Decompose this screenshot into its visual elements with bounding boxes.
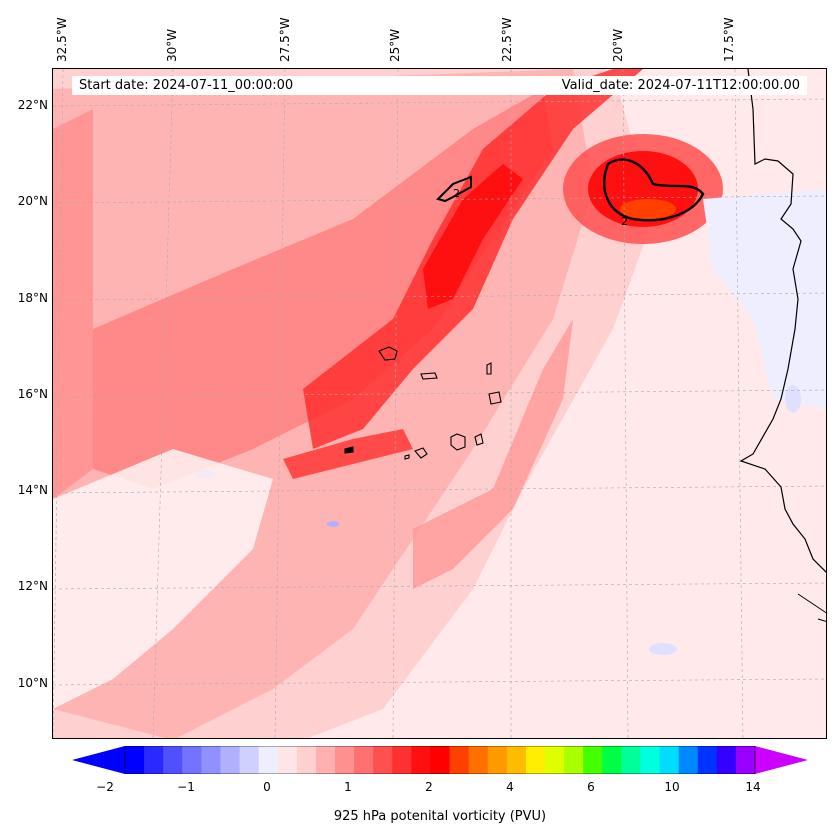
colorbar-extend-high	[755, 746, 808, 774]
colorbar-segment	[144, 746, 164, 774]
colorbar-segment	[220, 746, 241, 774]
colorbar-segment	[506, 746, 527, 774]
colorbar-tick-minus2: −2	[96, 780, 114, 794]
colorbar-tick-4: 4	[506, 780, 514, 794]
colorbar-segment	[430, 746, 451, 774]
lat-label-10n: 10°N	[17, 676, 48, 690]
colorbar-segment	[125, 746, 145, 774]
field-deep-red-core	[423, 164, 523, 309]
colorbar-segment	[525, 746, 546, 774]
colorbar-tick-minus1: −1	[177, 780, 195, 794]
lon-label-20w: 20°W	[611, 28, 625, 62]
colorbar-tick-0: 0	[263, 780, 271, 794]
lon-label-27.5w: 27.5°W	[278, 17, 292, 62]
colorbar-segment	[545, 746, 565, 774]
lat-label-12n: 12°N	[17, 579, 48, 593]
lon-label-22.5w: 22.5°W	[500, 17, 514, 62]
colorbar-segment	[315, 746, 336, 774]
colorbar-segment	[697, 746, 718, 774]
lon-label-30w: 30°W	[165, 28, 179, 62]
colorbar-segment	[602, 746, 622, 774]
colorbar-segment	[239, 746, 260, 774]
valid-date-text: Valid_date: 2024-07-11T12:00:00.00	[561, 78, 800, 93]
colorbar-segment	[335, 746, 355, 774]
coast-detail	[797, 593, 826, 622]
colorbar-segment	[449, 746, 470, 774]
lat-label-22n: 22°N	[17, 98, 48, 112]
colorbar-segment	[716, 746, 737, 774]
colorbar-segment	[258, 746, 279, 774]
colorbar-segment	[277, 746, 298, 774]
colorbar-segment	[468, 746, 489, 774]
pv-contour-streak	[436, 175, 472, 203]
colorbar-segment	[735, 746, 756, 774]
graticule	[53, 69, 826, 738]
colorbar-segment	[392, 746, 412, 774]
cape-verde-islands	[344, 346, 502, 460]
colorbar-tick-2: 2	[425, 780, 433, 794]
lat-label-18n: 18°N	[17, 291, 48, 305]
lon-label-17.5w: 17.5°W	[722, 17, 736, 62]
colorbar-segment	[373, 746, 393, 774]
colorbar-segment	[163, 746, 183, 774]
contour-label-2: 2	[621, 215, 628, 228]
colorbar	[72, 746, 808, 774]
lon-label-32.5w: 32.5°W	[55, 17, 69, 62]
colorbar-segment	[201, 746, 221, 774]
lon-label-25w: 25°W	[388, 28, 402, 62]
colorbar-segment	[354, 746, 374, 774]
colorbar-segment	[411, 746, 431, 774]
field-red-low	[283, 429, 413, 479]
colorbar-segment	[659, 746, 680, 774]
pv-field-map: 2 2	[53, 69, 826, 738]
start-date-text: Start date: 2024-07-11_00:00:00	[79, 78, 294, 93]
colorbar-segment	[583, 746, 603, 774]
map-panel: 2 2	[52, 68, 827, 739]
field-vortex-core	[620, 199, 676, 219]
colorbar-tick-6: 6	[587, 780, 595, 794]
field-blue-spot-2	[785, 385, 801, 413]
colorbar-segment	[182, 746, 202, 774]
colorbar-tick-14: 14	[745, 780, 761, 794]
colorbar-extend-low	[72, 746, 125, 774]
african-coastline	[739, 69, 826, 573]
contour-label-1: 2	[453, 187, 460, 200]
colorbar-segment	[487, 746, 508, 774]
pv-contour-vortex	[603, 158, 705, 222]
colorbar-label: 925 hPa potenital vorticity (PVU)	[333, 809, 547, 824]
colorbar-segment	[678, 746, 699, 774]
field-blue-patch-east	[703, 189, 826, 409]
field-salmon-east-streak	[413, 319, 573, 589]
date-annotation-box	[72, 76, 807, 95]
field-blue-spot-3	[649, 643, 677, 655]
field-white-patch-south	[53, 449, 273, 709]
colorbar-outline	[124, 746, 756, 774]
colorbar-segment	[621, 746, 641, 774]
field-salmon-west	[53, 109, 93, 499]
colorbar-segments	[125, 746, 756, 774]
colorbar-segment	[640, 746, 661, 774]
lat-label-14n: 14°N	[17, 483, 48, 497]
colorbar-segment	[296, 746, 317, 774]
colorbar-tick-1: 1	[344, 780, 352, 794]
colorbar-segment	[564, 746, 584, 774]
field-blue-spot-4	[327, 521, 339, 527]
lat-label-16n: 16°N	[17, 387, 48, 401]
colorbar-tick-10: 10	[664, 780, 680, 794]
lat-label-20n: 20°N	[17, 194, 48, 208]
field-salmon-streak	[93, 89, 553, 489]
